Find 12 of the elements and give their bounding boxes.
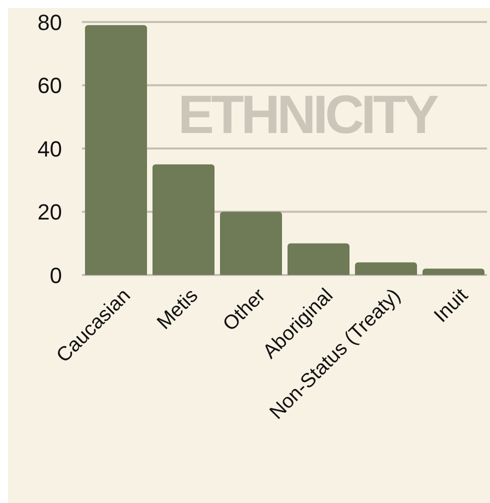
bar (85, 25, 147, 275)
y-tick-label: 80 (38, 10, 62, 35)
y-tick-label: 60 (38, 73, 62, 98)
bar (355, 262, 417, 275)
bar (220, 212, 282, 275)
x-tick-label: Inuit (430, 284, 473, 327)
bar (288, 243, 350, 275)
y-tick-label: 20 (38, 200, 62, 225)
y-tick-label: 0 (50, 262, 62, 288)
bar (152, 164, 214, 275)
bar (422, 268, 484, 275)
y-tick-label: 40 (38, 136, 62, 162)
